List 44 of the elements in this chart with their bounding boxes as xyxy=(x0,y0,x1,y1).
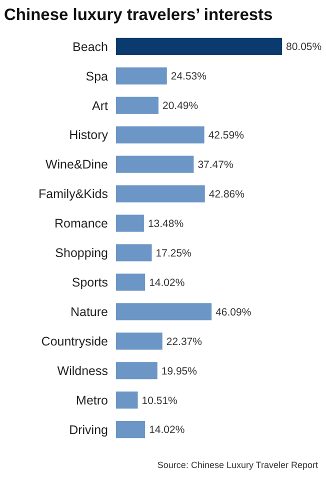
data-label: 20.49% xyxy=(162,100,198,112)
y-tick-label: Spa xyxy=(86,69,108,84)
data-label: 42.86% xyxy=(208,188,245,200)
data-label: 17.25% xyxy=(156,247,192,260)
y-tick-label: Nature xyxy=(70,305,108,320)
bar xyxy=(116,67,167,84)
data-label: 14.02% xyxy=(149,424,185,436)
bar xyxy=(116,332,162,350)
bar xyxy=(116,38,282,55)
y-tick-label: Shopping xyxy=(55,246,108,260)
data-label: 24.53% xyxy=(170,70,206,83)
data-label: 10.51% xyxy=(142,394,178,407)
y-tick-label: Beach xyxy=(72,40,108,54)
data-label: 22.37% xyxy=(166,336,202,348)
data-label: 37.47% xyxy=(198,159,234,171)
data-label: 42.59% xyxy=(208,130,244,142)
bar xyxy=(116,303,212,320)
bar xyxy=(116,362,158,380)
y-tick-label: Metro xyxy=(76,393,108,408)
y-tick-label: Driving xyxy=(69,422,108,437)
y-tick-label: Wine&Dine xyxy=(45,158,108,172)
data-label: 80.05% xyxy=(286,41,322,54)
bar xyxy=(116,156,194,173)
y-tick-label: Countryside xyxy=(41,334,108,349)
y-tick-label: History xyxy=(69,128,109,142)
data-label: 13.48% xyxy=(148,218,184,230)
bar xyxy=(116,214,144,232)
bar xyxy=(116,96,158,114)
source-note: Source: Chinese Luxury Traveler Report xyxy=(157,460,318,470)
bar xyxy=(116,392,138,409)
data-label: 46.09% xyxy=(216,306,252,318)
y-tick-label: Wildness xyxy=(57,364,108,378)
y-tick-label: Sports xyxy=(72,276,108,290)
chart-title: Chinese luxury travelers’ interests xyxy=(4,6,273,24)
bar xyxy=(116,274,146,291)
bar xyxy=(116,185,205,202)
bar xyxy=(116,126,204,144)
y-tick-label: Romance xyxy=(54,216,108,231)
data-label: 19.95% xyxy=(161,365,197,378)
y-tick-label: Art xyxy=(92,98,109,113)
data-label: 14.02% xyxy=(149,276,185,289)
bar xyxy=(116,244,152,262)
y-tick-label: Family&Kids xyxy=(38,187,108,202)
bar xyxy=(116,421,146,438)
